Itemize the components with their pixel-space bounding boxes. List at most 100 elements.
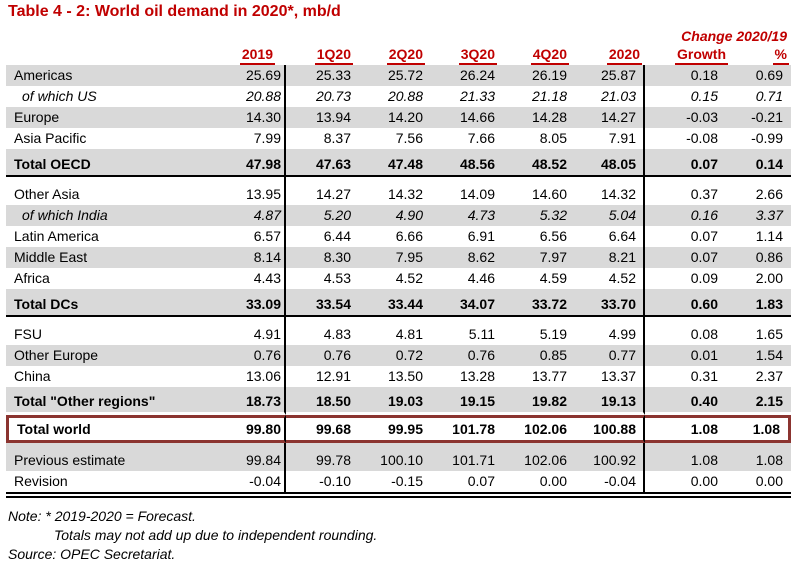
value-cell: 0.71 <box>730 86 791 107</box>
value-cell: 14.60 <box>502 177 574 205</box>
row-label: Total "Other regions" <box>6 387 215 415</box>
column-header: 3Q20 <box>430 45 502 65</box>
value-cell: 0.31 <box>645 366 730 387</box>
row-label: Middle East <box>6 247 215 268</box>
value-cell: 14.20 <box>358 107 430 128</box>
value-cell: 8.62 <box>430 247 502 268</box>
value-cell: 14.27 <box>286 177 358 205</box>
value-cell: 14.66 <box>430 107 502 128</box>
value-cell: 19.15 <box>430 387 502 415</box>
table-row: Europe 14.30 13.94 14.20 14.66 14.28 14.27 -0.0… <box>6 107 791 128</box>
value-cell: 0.40 <box>645 387 730 415</box>
value-cell: 99.68 <box>286 415 358 443</box>
value-cell: 0.07 <box>645 226 730 247</box>
row-label: Latin America <box>6 226 215 247</box>
value-cell: 7.66 <box>430 128 502 149</box>
table-title: Table 4 - 2: World oil demand in 2020*, … <box>8 3 341 20</box>
value-cell: 5.20 <box>286 205 358 226</box>
value-cell: 99.80 <box>215 415 286 443</box>
value-cell: 0.07 <box>430 471 502 492</box>
value-cell: 7.99 <box>215 128 286 149</box>
row-label: Africa <box>6 268 215 289</box>
value-cell: 4.59 <box>502 268 574 289</box>
value-cell: 20.88 <box>358 86 430 107</box>
value-cell: 99.84 <box>215 443 286 471</box>
table-row: Total OECD 47.98 47.63 47.48 48.56 48.52 48.05… <box>6 149 791 177</box>
value-cell: 47.98 <box>215 149 286 177</box>
value-cell: 0.69 <box>730 65 791 86</box>
value-cell: 48.05 <box>574 149 645 177</box>
value-cell: -0.10 <box>286 471 358 492</box>
row-label: Europe <box>6 107 215 128</box>
value-cell: 14.27 <box>574 107 645 128</box>
column-header: 2020 <box>574 45 645 65</box>
value-cell: 47.63 <box>286 149 358 177</box>
value-cell: 33.44 <box>358 289 430 317</box>
row-label-header <box>6 45 215 65</box>
value-cell: 5.11 <box>430 317 502 345</box>
value-cell: 4.90 <box>358 205 430 226</box>
value-cell: 7.56 <box>358 128 430 149</box>
column-header: 1Q20 <box>286 45 358 65</box>
change-header: Change 2020/19 <box>681 28 787 44</box>
value-cell: 2.37 <box>730 366 791 387</box>
value-cell: 100.10 <box>358 443 430 471</box>
table-row: Latin America 6.57 6.44 6.66 6.91 6.56 6.64 0.0… <box>6 226 791 247</box>
table-row: of which India 4.87 5.20 4.90 4.73 5.32 5.04 0.… <box>6 205 791 226</box>
value-cell: 48.56 <box>430 149 502 177</box>
table-row: Total "Other regions" 18.73 18.50 19.03 19.1… <box>6 387 791 415</box>
row-label: Other Asia <box>6 177 215 205</box>
value-cell: 0.15 <box>645 86 730 107</box>
column-header: % <box>730 45 791 65</box>
value-cell: 2.15 <box>730 387 791 415</box>
value-cell: 0.07 <box>645 247 730 268</box>
value-cell: 18.73 <box>215 387 286 415</box>
value-cell: 0.14 <box>730 149 791 177</box>
value-cell: 100.92 <box>574 443 645 471</box>
table-row: Previous estimate 99.84 99.78 100.10 101.71 1… <box>6 443 791 471</box>
value-cell: -0.99 <box>730 128 791 149</box>
value-cell: 6.44 <box>286 226 358 247</box>
value-cell: 8.05 <box>502 128 574 149</box>
value-cell: 4.53 <box>286 268 358 289</box>
value-cell: 25.72 <box>358 65 430 86</box>
value-cell: 0.85 <box>502 345 574 366</box>
value-cell: 4.52 <box>574 268 645 289</box>
value-cell: 1.65 <box>730 317 791 345</box>
value-cell: 0.08 <box>645 317 730 345</box>
value-cell: -0.08 <box>645 128 730 149</box>
value-cell: 0.76 <box>286 345 358 366</box>
table-row: China 13.06 12.91 13.50 13.28 13.77 13.37 0.31 2… <box>6 366 791 387</box>
value-cell: 20.73 <box>286 86 358 107</box>
value-cell: 7.91 <box>574 128 645 149</box>
value-cell: 4.43 <box>215 268 286 289</box>
row-label: Other Europe <box>6 345 215 366</box>
value-cell: 25.33 <box>286 65 358 86</box>
value-cell: 2.66 <box>730 177 791 205</box>
value-cell: 0.76 <box>430 345 502 366</box>
value-cell: 33.70 <box>574 289 645 317</box>
value-cell: 21.03 <box>574 86 645 107</box>
value-cell: 19.82 <box>502 387 574 415</box>
row-label: Total DCs <box>6 289 215 317</box>
value-cell: -0.21 <box>730 107 791 128</box>
value-cell: 99.78 <box>286 443 358 471</box>
value-cell: 26.24 <box>430 65 502 86</box>
value-cell: 0.00 <box>645 471 730 492</box>
value-cell: 13.50 <box>358 366 430 387</box>
value-cell: 101.71 <box>430 443 502 471</box>
row-label: China <box>6 366 215 387</box>
row-label: Previous estimate <box>6 443 215 471</box>
value-cell: 0.18 <box>645 65 730 86</box>
table-row: Middle East 8.14 8.30 7.95 8.62 7.97 8.21 0.07 0… <box>6 247 791 268</box>
value-cell: -0.04 <box>574 471 645 492</box>
value-cell: 26.19 <box>502 65 574 86</box>
value-cell: 1.08 <box>645 415 730 443</box>
value-cell: 0.00 <box>502 471 574 492</box>
value-cell: 12.91 <box>286 366 358 387</box>
value-cell: 8.30 <box>286 247 358 268</box>
change-header-row: Change 2020/19 <box>6 28 791 45</box>
table-row: Total world 99.80 99.68 99.95 101.78 102.06 10… <box>6 415 791 443</box>
column-header: 4Q20 <box>502 45 574 65</box>
column-header: Growth <box>645 45 730 65</box>
